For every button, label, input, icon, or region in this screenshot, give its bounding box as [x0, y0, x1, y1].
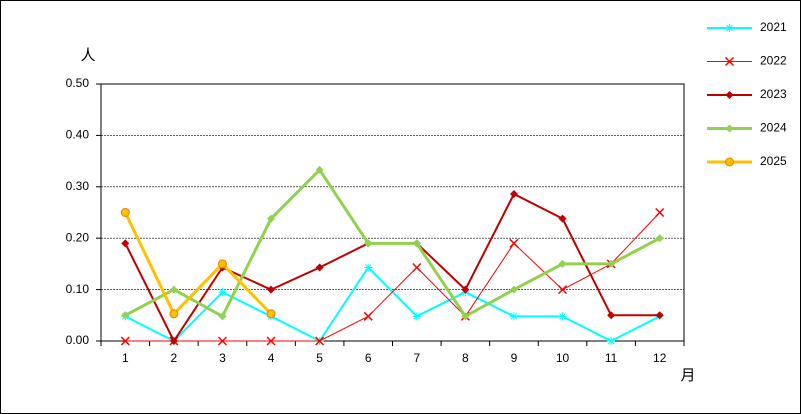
data-point — [509, 285, 518, 294]
x-axis-label: 月 — [680, 367, 695, 384]
y-tick-label: 0.30 — [66, 179, 90, 193]
legend-label: 2021 — [760, 20, 787, 34]
data-point — [558, 312, 567, 321]
data-point — [267, 285, 276, 294]
data-point — [509, 238, 519, 248]
x-tick-label: 6 — [365, 351, 372, 365]
data-point — [364, 263, 373, 272]
data-point — [461, 285, 470, 294]
y-tick-label: 0.10 — [66, 282, 90, 296]
data-point — [169, 309, 179, 319]
data-point — [461, 312, 470, 321]
legend-label: 2025 — [760, 154, 787, 168]
legend-marker — [725, 91, 734, 99]
x-tick-label: 8 — [462, 351, 469, 365]
data-point — [655, 207, 665, 218]
legend-marker — [724, 56, 735, 67]
data-point — [315, 165, 324, 174]
y-tick-label: 0.00 — [66, 333, 90, 347]
data-point — [607, 259, 616, 268]
x-tick-label: 4 — [268, 351, 275, 365]
y-axis-label: 人 — [80, 47, 95, 64]
x-tick-label: 5 — [316, 351, 323, 365]
data-point — [218, 312, 227, 321]
series-line — [124, 167, 661, 319]
data-point — [315, 263, 324, 272]
data-point — [412, 239, 421, 248]
legend-label: 2023 — [760, 87, 787, 101]
data-point — [607, 337, 616, 345]
data-point — [217, 259, 227, 269]
data-point — [509, 312, 518, 321]
x-tick-label: 3 — [219, 351, 226, 365]
data-point — [120, 208, 130, 217]
data-point — [607, 311, 616, 320]
data-point — [315, 336, 325, 346]
legend-marker — [725, 24, 734, 32]
x-tick-label: 12 — [653, 351, 667, 365]
data-point — [120, 336, 130, 346]
y-tick-label: 0.20 — [66, 230, 90, 244]
x-tick-label: 9 — [511, 351, 518, 365]
data-point — [121, 311, 130, 320]
data-point — [655, 234, 664, 243]
legend-marker — [725, 124, 734, 133]
data-point — [266, 309, 276, 319]
data-point — [558, 285, 568, 295]
y-tick-label: 0.50 — [66, 76, 90, 90]
legend-label: 2022 — [760, 54, 787, 68]
data-point — [218, 288, 227, 297]
data-point — [217, 336, 227, 346]
data-point — [267, 214, 276, 223]
data-point — [121, 239, 130, 248]
data-point — [558, 214, 567, 223]
data-point — [412, 262, 422, 273]
data-point — [364, 239, 373, 248]
x-tick-label: 10 — [556, 351, 570, 365]
series-line — [125, 212, 661, 342]
series-line — [123, 211, 273, 317]
plot-area — [100, 83, 685, 342]
data-point — [509, 189, 518, 198]
data-point — [363, 311, 373, 321]
x-tick-label: 11 — [605, 351, 618, 365]
data-point — [655, 311, 664, 320]
x-tick-label: 7 — [413, 351, 420, 365]
x-tick-label: 1 — [122, 351, 129, 365]
y-tick-label: 0.40 — [66, 128, 90, 142]
legend-label: 2024 — [760, 121, 787, 135]
data-point — [412, 312, 421, 321]
x-tick-label: 2 — [171, 351, 178, 365]
data-point — [169, 337, 178, 345]
data-point — [266, 336, 276, 346]
legend-marker — [725, 157, 734, 167]
data-point — [558, 259, 567, 268]
data-point — [169, 285, 178, 294]
